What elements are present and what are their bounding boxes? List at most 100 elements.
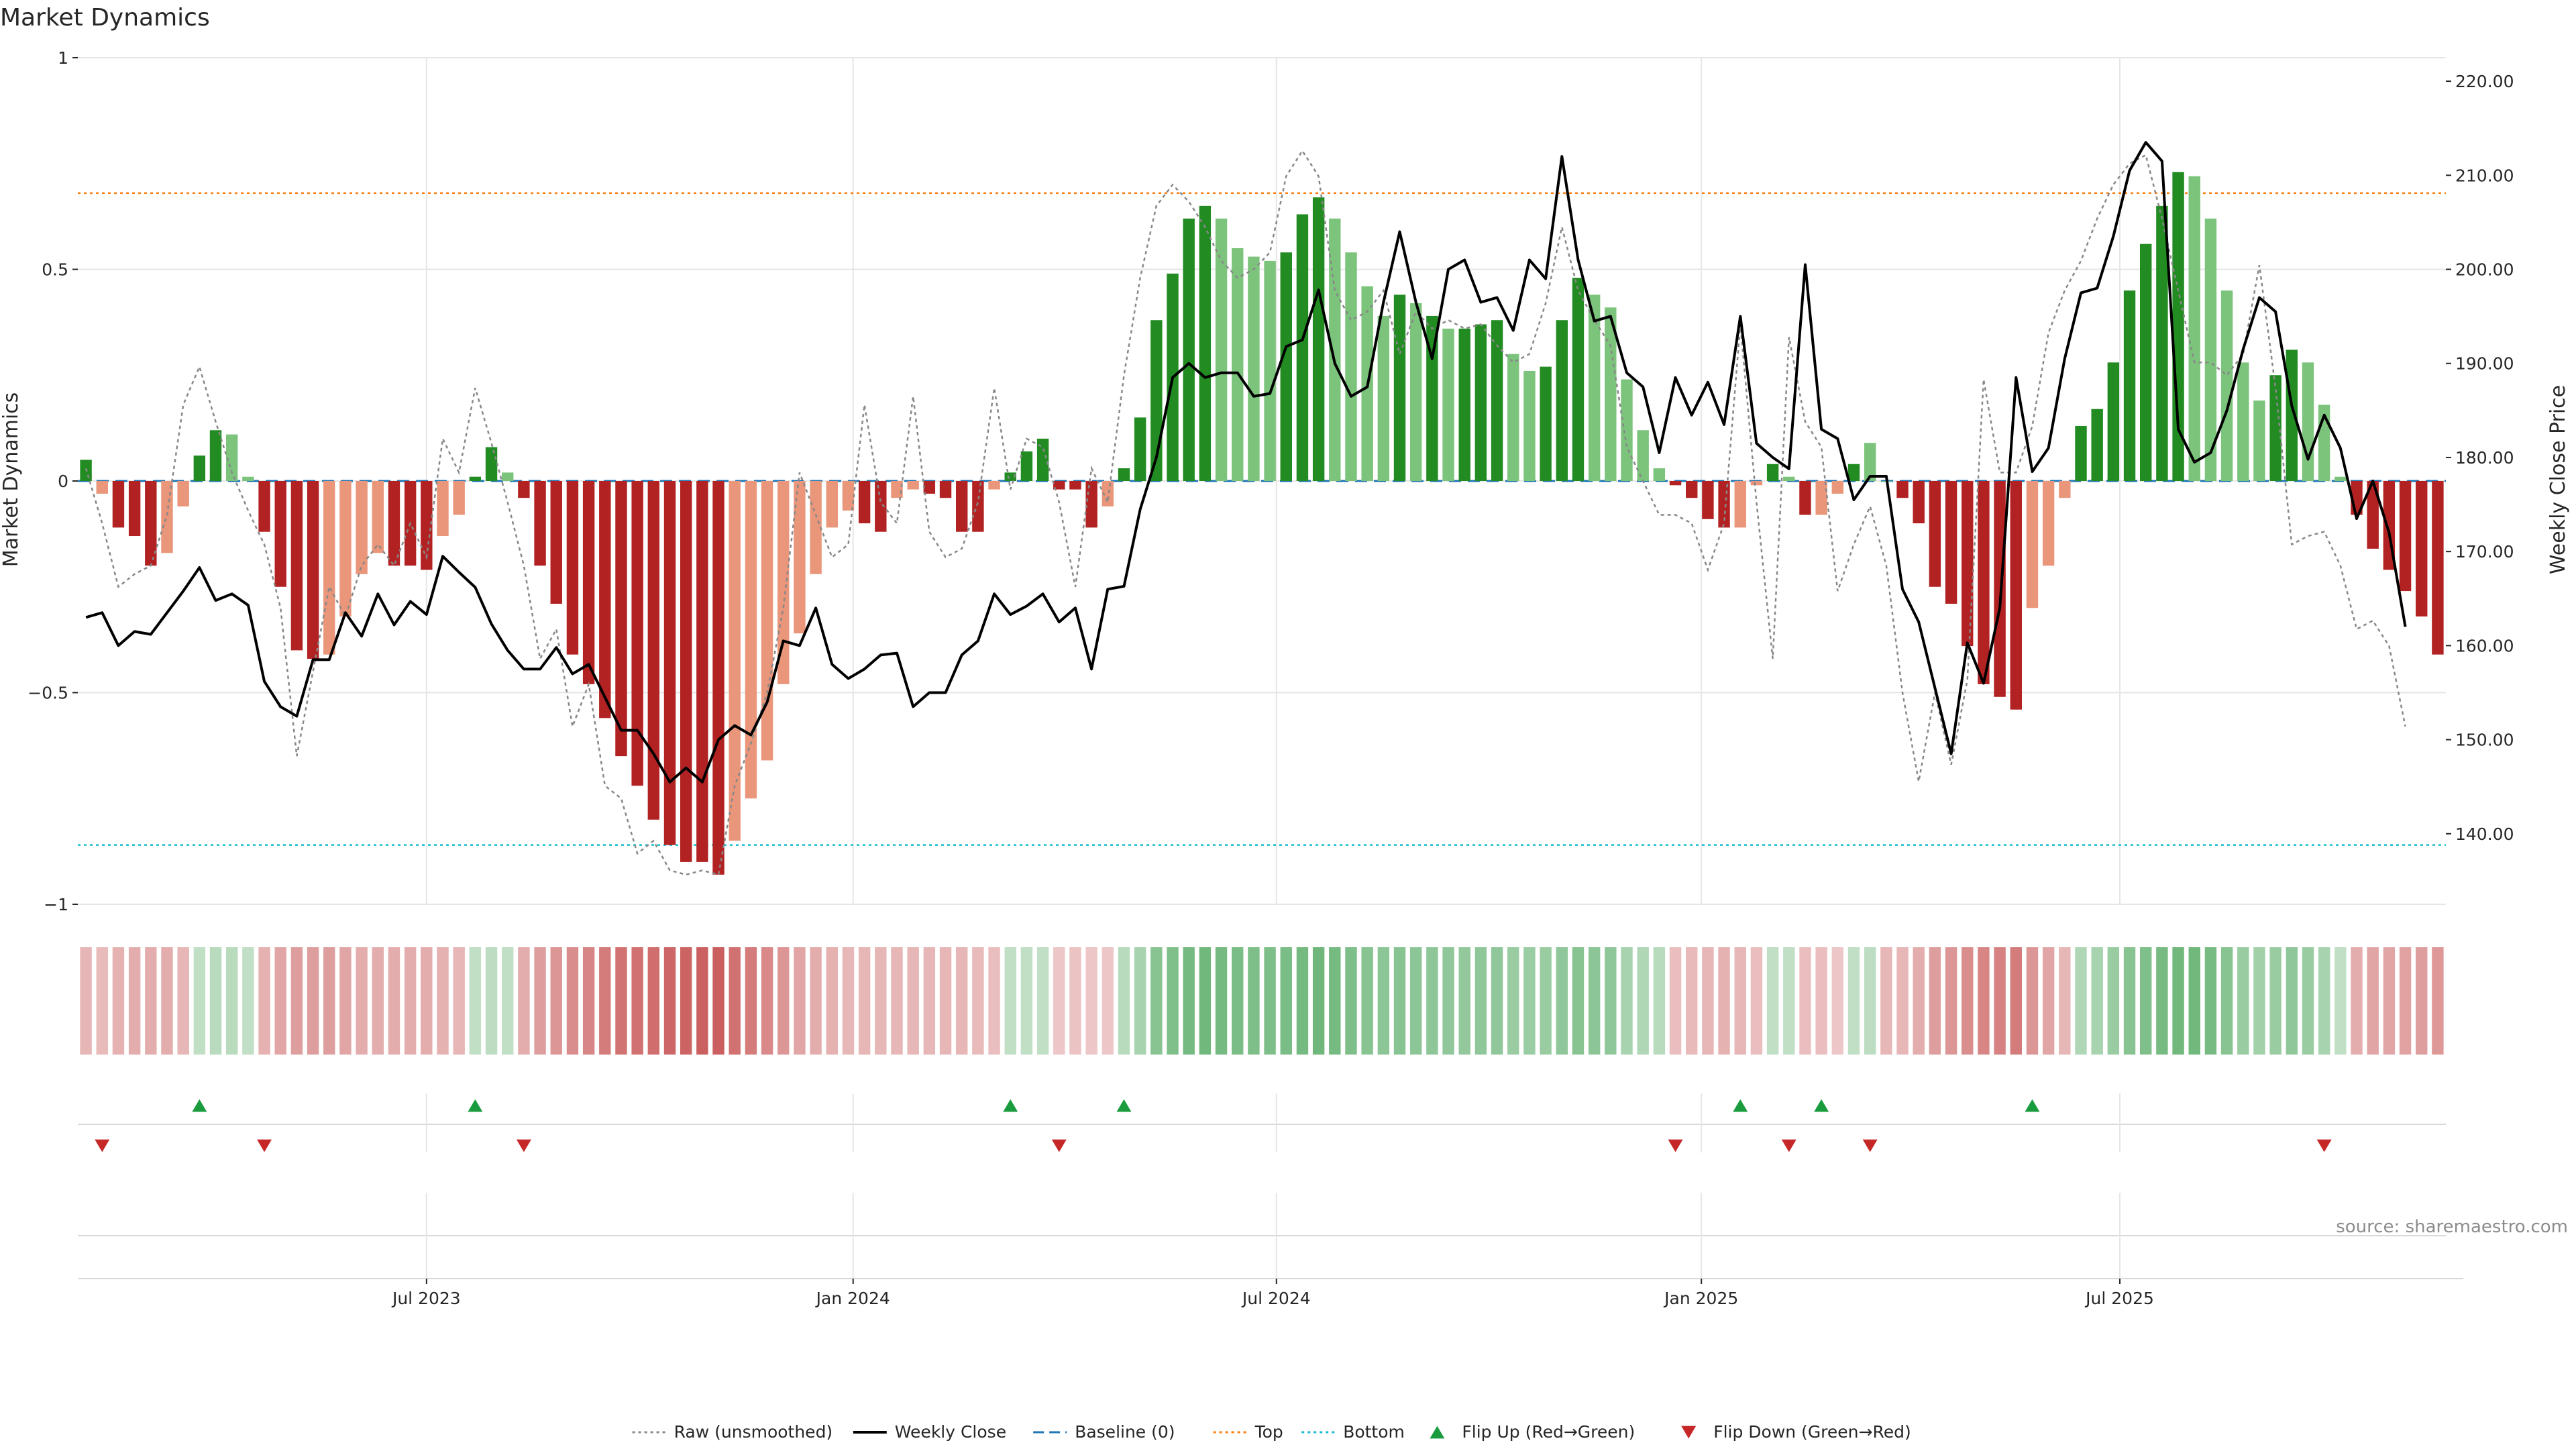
left-tick-label: 0 <box>58 472 68 491</box>
strip-cell <box>1831 947 1844 1055</box>
strip-cell <box>2188 947 2200 1055</box>
strip-cell <box>1734 947 1746 1055</box>
dynamics-bar <box>1474 324 1487 481</box>
flip-down-marker <box>257 1139 272 1152</box>
flip-down-marker <box>1862 1139 1878 1152</box>
dynamics-bar <box>875 481 887 532</box>
strip-cell <box>177 947 189 1055</box>
strip-cell <box>209 947 222 1055</box>
strip-cell <box>1556 947 1568 1055</box>
dynamics-bar <box>1377 315 1390 481</box>
strip-cell <box>437 947 449 1055</box>
strip-cell <box>2220 947 2233 1055</box>
dynamics-bar <box>1929 481 1941 587</box>
strip-cell <box>1718 947 1730 1055</box>
strip-cell <box>96 947 108 1055</box>
strip-cell <box>2123 947 2136 1055</box>
strip-cell <box>1393 947 1406 1055</box>
weekly-close-line <box>85 141 2407 784</box>
strip-cell <box>2156 947 2168 1055</box>
x-tick-label: Jan 2025 <box>1663 1289 1738 1308</box>
strip-cell <box>2059 947 2071 1055</box>
dynamics-bar <box>1831 481 1844 494</box>
strip-cell <box>1150 947 1163 1055</box>
dynamics-bar <box>2059 481 2071 498</box>
strip-cell <box>2204 947 2217 1055</box>
strip-cell <box>988 947 1000 1055</box>
strip-cell <box>339 947 352 1055</box>
dynamics-bar <box>647 481 660 820</box>
strip-cell <box>2075 947 2087 1055</box>
dynamics-bar <box>826 481 838 528</box>
strip-cell <box>615 947 627 1055</box>
dynamics-bar <box>2010 481 2022 710</box>
strip-cell <box>1669 947 1682 1055</box>
strip-cell <box>518 947 530 1055</box>
strip-cell <box>290 947 303 1055</box>
dynamics-bar <box>1864 443 1876 481</box>
strip-cell <box>242 947 254 1055</box>
flip-markers-panel <box>78 1093 2463 1279</box>
strip-cell <box>1248 947 1260 1055</box>
strip-cell <box>323 947 335 1055</box>
dynamics-bar <box>988 481 1000 490</box>
dynamics-bar <box>1734 481 1746 528</box>
strip-cell <box>1199 947 1212 1055</box>
strip-cell <box>1118 947 1130 1055</box>
strip-cell <box>274 947 286 1055</box>
strip-cell <box>1102 947 1114 1055</box>
dynamics-bar <box>453 481 465 515</box>
strip-cell <box>1864 947 1876 1055</box>
strip-cell <box>161 947 173 1055</box>
right-tick-label: 170.00 <box>2455 542 2514 561</box>
legend-label: Flip Up (Red→Green) <box>1462 1422 1635 1442</box>
strip-cell <box>1929 947 1941 1055</box>
dynamics-bar <box>258 481 270 532</box>
dynamics-bar <box>145 481 157 566</box>
dynamics-bar <box>2432 481 2444 655</box>
flip-up-marker <box>1733 1099 1748 1112</box>
dynamics-bar <box>502 472 514 481</box>
right-tick-label: 160.00 <box>2455 636 2514 655</box>
strip-cell <box>1053 947 1065 1055</box>
dynamics-bar <box>2156 205 2168 481</box>
strip-cell <box>582 947 595 1055</box>
strip-cell <box>1540 947 1552 1055</box>
left-tick-label: 1 <box>58 48 68 68</box>
dynamics-bar <box>518 481 530 498</box>
dynamics-bar <box>794 481 806 634</box>
strip-cell <box>1069 947 1081 1055</box>
dynamics-bar <box>1896 481 1909 498</box>
strip-cell <box>550 947 562 1055</box>
strip-cell <box>225 947 238 1055</box>
strip-cell <box>1637 947 1649 1055</box>
strip-cell <box>145 947 157 1055</box>
strip-cell <box>1036 947 1049 1055</box>
strip-cell <box>388 947 400 1055</box>
chart-title: Market Dynamics <box>0 4 210 32</box>
dynamics-bar <box>696 481 708 862</box>
x-axis-ticks: Jul 2023 Jan 2024 Jul 2024 Jan 2025 Jul 2025 <box>391 1279 2154 1308</box>
dynamics-bar <box>2416 481 2428 616</box>
right-tick-label: 180.00 <box>2455 448 2514 468</box>
dynamics-bar <box>615 481 627 757</box>
strip-cell <box>1686 947 1698 1055</box>
x-tick-label: Jan 2024 <box>815 1289 890 1308</box>
dynamics-bar <box>2026 481 2039 608</box>
flip-down-marker <box>1781 1139 1796 1152</box>
dynamics-bar <box>209 430 222 481</box>
dynamics-bar <box>2334 476 2347 481</box>
dynamics-bar <box>777 481 790 684</box>
dynamics-bar <box>680 481 692 862</box>
dynamics-bar <box>1540 366 1552 481</box>
strip-cell <box>485 947 498 1055</box>
strip-cell <box>112 947 125 1055</box>
strip-cell <box>1913 947 1925 1055</box>
strip-cell <box>1409 947 1422 1055</box>
strip-cell <box>1345 947 1357 1055</box>
legend-label: Bottom <box>1343 1422 1405 1442</box>
strip-cell <box>2091 947 2103 1055</box>
dynamics-bar <box>534 481 546 566</box>
strip-cell <box>502 947 514 1055</box>
strip-cell <box>1799 947 1811 1055</box>
